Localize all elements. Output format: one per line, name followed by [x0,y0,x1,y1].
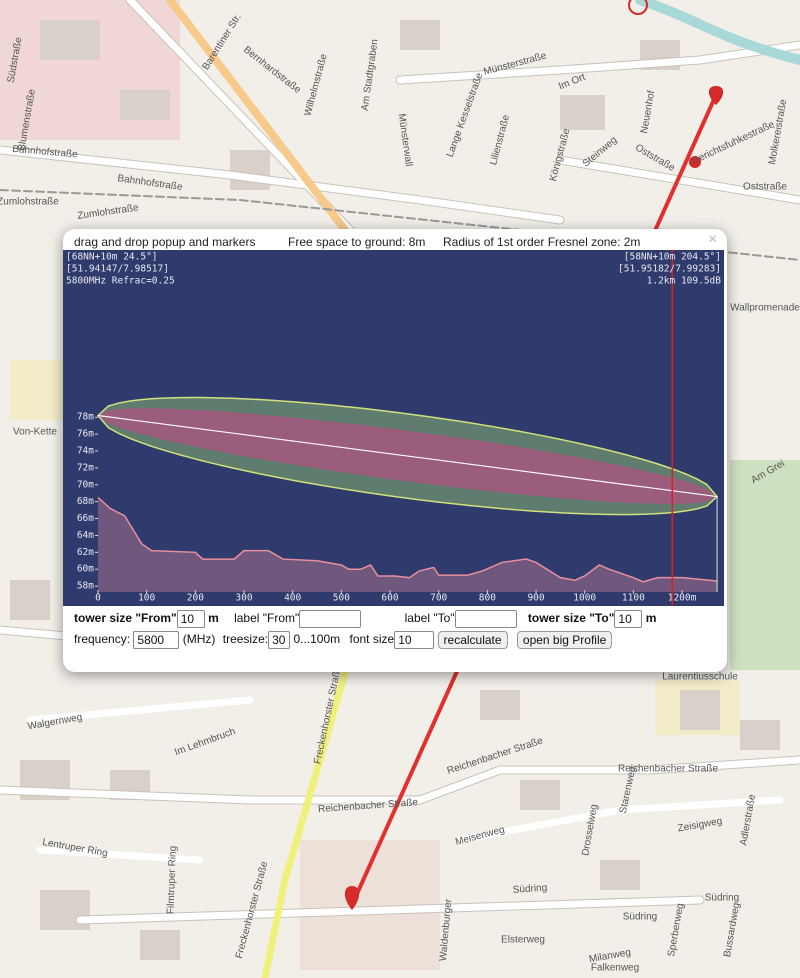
close-button[interactable]: × [708,231,718,248]
x-tick-label: 1200m [668,593,697,604]
label: label "From" [234,611,300,626]
x-tick-label: 900 [527,593,544,604]
x-tick-label: 1000 [573,593,596,604]
street-label: Im Ort [557,72,587,93]
x-tick-label: 200 [187,593,204,604]
label: m [645,611,657,626]
info-left: 5800MHz Refrac=0.25 [66,276,175,287]
street-label: Bahnhofstraße [117,173,184,193]
profile-popup[interactable]: drag and drop popup and markers Free spa… [63,229,727,672]
y-tick-label: 66m [77,513,94,524]
street-label: Königstraße [548,127,573,182]
x-tick-label: 500 [333,593,350,604]
terrain-line [97,496,718,583]
profile-chart: 58m 60m 62m 64m 66m 68m 70m 72m 74m 76m 78m 0 100 200… [63,250,724,606]
street-label: Münsterwall [396,113,414,167]
free-space: Free space to ground: 8m [288,235,426,249]
street-label: Wilhelmstraße [303,52,330,117]
input[interactable]: 30 [268,631,291,649]
street-label: Laurentiusschule [662,672,738,683]
terrain-area [98,497,718,592]
street-label: Bussardweg [722,902,742,958]
street-label: Freckenhorster Straße [312,665,344,766]
x-tick-label: 400 [284,593,301,604]
form-row-1: tower size "From" 10 m label "From" label… [74,610,656,628]
street-label: Südring [623,912,657,923]
x-tick-label: 600 [381,593,398,604]
street-label: Oststraße [743,182,787,193]
label: m [208,611,219,626]
street-label: Neuenhof [639,89,657,134]
y-tick-label: 68m [77,496,94,507]
info-left: [68NN+10m 24.5°] [66,252,158,263]
drag-hint: drag and drop popup and markers [74,235,256,249]
label: treesize: [222,632,269,647]
fresnel-radius: Radius of 1st order Fresnel zone: 2m [443,235,641,249]
street-label: Falkenweg [591,963,639,974]
y-tick-label: 70m [77,479,94,490]
label: 0...100m [293,632,341,647]
street-label: Sperberweg [666,903,686,958]
input[interactable]: 10 [614,610,643,628]
x-tick-label: 300 [235,593,252,604]
street-label: Zeisigweg [677,816,723,835]
y-tick-label: 58m [77,581,94,592]
street-label: Waldenburger [438,898,454,962]
x-tick-label: 100 [138,593,155,604]
input[interactable]: 10 [176,610,205,628]
street-label: Filmtruper Ring [165,846,178,915]
input[interactable] [299,610,362,628]
button[interactable]: open big Profile [516,631,613,649]
line-of-sight [97,414,718,498]
label: tower size "From" [74,611,177,626]
label: frequency: [74,632,131,647]
street-label: Am Stadtgraben [360,38,381,111]
y-tick-label: 60m [77,564,94,575]
street-label: Meisenweg [454,824,506,848]
street-label: Molkereistraße [767,98,789,165]
street-label: Von-Kette [13,427,57,438]
info-left: [51.94147/7.98517] [66,264,169,275]
street-label: Zumlohstraße [77,202,140,222]
select[interactable]: 10 [394,631,435,649]
input[interactable] [454,610,517,628]
x-tick-label: 1100 [622,593,645,604]
street-label: Lilienstraße [488,113,512,166]
label: label "To" [404,611,455,626]
street-label: Reichenbacher Straße [618,764,718,775]
street-label: Südring [705,893,739,904]
label: font size [349,632,395,647]
input[interactable]: 5800 [133,631,180,649]
info-right: [58NN+10m 204.5°] [624,252,721,263]
label: (MHz) [182,632,216,647]
y-tick-label: 62m [77,547,94,558]
street-label: Südring [512,882,547,895]
street-label: Drosselweg [580,803,600,856]
label: tower size "To" [527,611,615,626]
y-tick-label: 74m [77,445,94,456]
y-tick-label: 72m [77,462,94,473]
x-tick-label: 700 [430,593,447,604]
street-label: Wallpromenade [730,303,800,314]
y-tick-label: 64m [77,530,94,541]
street-label: Bernhardstraße [241,44,303,96]
y-tick-label: 78m [77,412,94,423]
info-right: [51.95182/7.99283] [618,264,721,275]
form-row-2: frequency: 5800 (MHz) treesize: 30 0...10… [74,631,613,649]
street-label: Zumlohstraße [0,197,59,208]
y-tick-label: 76m [77,429,94,440]
x-tick-label: 0 [95,593,101,604]
info-right: 1.2km 109.5dB [647,276,722,287]
button[interactable]: recalculate [437,631,508,649]
x-tick-label: 800 [479,593,496,604]
street-label: Lentruper Ring [41,837,108,859]
street-label: Lange Kesselstraße [445,71,486,159]
street-label: Elsterweg [501,935,545,946]
street-label: Im Lehmbruch [173,726,237,758]
